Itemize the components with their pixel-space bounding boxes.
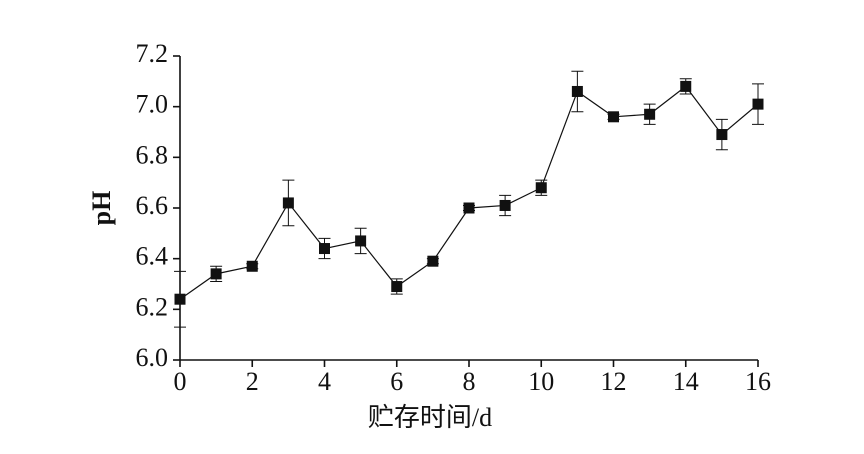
marker [680,80,692,92]
marker [716,129,728,141]
marker [391,281,403,293]
y-tick-label: 6.8 [136,140,169,169]
y-tick-label: 7.0 [136,90,169,119]
marker [246,260,258,272]
x-tick-label: 2 [246,367,259,396]
marker [608,111,619,123]
marker [282,197,294,209]
y-tick-label: 6.2 [136,292,169,321]
x-tick-label: 6 [390,367,403,396]
marker [752,98,764,110]
marker [463,202,475,214]
marker [427,255,439,267]
x-axis-label: 贮存时间/d [368,403,492,432]
x-tick-label: 16 [745,367,771,396]
y-tick-label: 6.0 [136,343,169,372]
x-tick-label: 4 [318,367,331,396]
x-tick-label: 0 [174,367,187,396]
x-tick-label: 10 [528,367,554,396]
x-tick-label: 8 [463,367,476,396]
y-tick-label: 6.6 [136,191,169,220]
x-tick-label: 14 [673,367,699,396]
marker [499,199,511,211]
marker [644,108,656,120]
marker [174,293,186,305]
y-axis-label: pH [87,191,116,226]
y-tick-label: 6.4 [136,242,169,271]
marker [210,268,222,280]
data-line [179,85,759,300]
marker [355,235,367,247]
x-tick-label: 12 [601,367,627,396]
marker [535,182,547,194]
marker [571,85,583,97]
marker [319,243,330,255]
y-tick-label: 7.2 [136,39,169,68]
